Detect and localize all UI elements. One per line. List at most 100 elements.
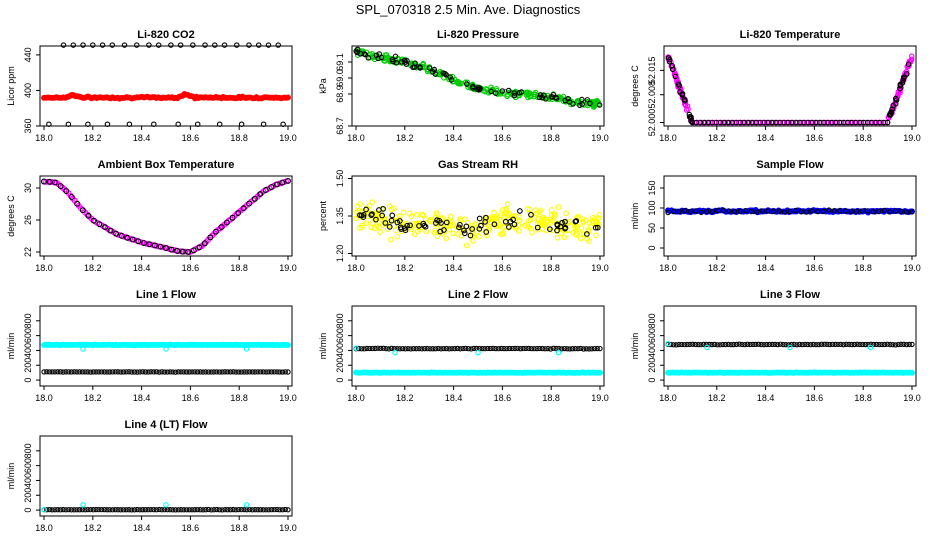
point-black xyxy=(79,207,86,214)
panel-pressure: Li-820 Pressure kPa 18.0 18.2 18.4 18.6 18.8 19… xyxy=(318,29,609,143)
point-yellow xyxy=(417,226,423,233)
x-tick-label: 19.0 xyxy=(903,263,921,273)
point-black xyxy=(175,369,181,375)
point-black xyxy=(842,208,849,214)
point-green xyxy=(483,86,489,92)
point-black xyxy=(516,90,523,96)
point-black xyxy=(203,507,209,513)
point-black xyxy=(246,42,252,48)
point-black xyxy=(402,346,408,352)
point-black xyxy=(74,369,80,375)
data-area xyxy=(665,207,915,216)
point-black xyxy=(236,506,242,513)
point-black xyxy=(109,507,116,513)
point-black xyxy=(196,244,203,251)
point-black xyxy=(703,341,710,348)
point-black xyxy=(670,208,677,215)
plot-frame xyxy=(39,45,293,127)
point-yellow xyxy=(547,216,553,223)
figure-title: SPL_070318 2.5 Min. Ave. Diagnostics xyxy=(355,2,581,17)
point-black xyxy=(214,369,220,375)
point-yellow xyxy=(363,220,370,226)
panel-temp: Li-820 Temperature degrees C 18.0 18.2 18.4 1… xyxy=(630,29,921,143)
point-black xyxy=(536,94,543,101)
point-black xyxy=(698,209,704,216)
point-black xyxy=(397,346,403,352)
point-black xyxy=(775,341,781,348)
point-yellow xyxy=(541,216,548,222)
point-black xyxy=(464,81,470,87)
point-black xyxy=(583,346,589,352)
point-black xyxy=(821,341,827,347)
point-black xyxy=(667,57,673,63)
point-yellow xyxy=(491,209,497,216)
point-black xyxy=(181,369,187,375)
point-black xyxy=(764,341,770,348)
x-tick-label: 18.4 xyxy=(133,393,151,403)
data-area xyxy=(41,502,291,513)
point-black xyxy=(192,507,198,513)
point-black xyxy=(731,208,738,215)
point-black xyxy=(859,208,865,214)
point-black xyxy=(873,341,880,348)
point-yellow xyxy=(535,215,541,222)
point-yellow xyxy=(387,236,394,243)
point-black xyxy=(502,218,509,225)
point-black xyxy=(225,507,231,513)
point-black xyxy=(722,341,729,348)
point-black xyxy=(172,369,179,375)
point-yellow xyxy=(590,214,596,221)
point-black xyxy=(881,207,887,214)
panel-title: Line 3 Flow xyxy=(760,289,820,301)
point-black xyxy=(63,188,70,194)
point-black xyxy=(202,42,208,48)
x-tick-label: 19.0 xyxy=(591,133,609,143)
point-yellow xyxy=(595,215,602,222)
point-black xyxy=(537,345,543,352)
point-black xyxy=(268,369,275,375)
point-black xyxy=(580,346,587,352)
point-black xyxy=(186,369,192,375)
point-black xyxy=(140,240,147,246)
point-yellow xyxy=(572,224,578,231)
point-black xyxy=(113,230,120,237)
point-black xyxy=(275,42,281,48)
point-black xyxy=(46,369,53,375)
y-tick-label: 30 xyxy=(23,183,33,193)
x-tick-label: 18.4 xyxy=(757,133,775,143)
point-black xyxy=(268,506,275,513)
point-black xyxy=(709,341,715,348)
point-black xyxy=(379,212,385,219)
point-black xyxy=(548,93,555,100)
point-yellow xyxy=(533,210,540,217)
point-black xyxy=(148,369,154,375)
point-black xyxy=(909,209,915,215)
point-black xyxy=(478,222,484,229)
point-cyan xyxy=(787,344,793,351)
x-tick-label: 18.6 xyxy=(182,523,200,533)
point-black xyxy=(731,341,737,348)
point-black xyxy=(810,341,816,348)
point-black xyxy=(408,346,414,352)
point-black xyxy=(126,507,132,513)
point-black xyxy=(135,238,142,245)
point-black xyxy=(233,369,239,375)
point-black xyxy=(369,211,375,217)
point-black xyxy=(879,341,885,348)
point-black xyxy=(211,369,217,375)
point-black xyxy=(230,369,236,375)
point-black xyxy=(483,229,490,235)
y-tick-label: 0 xyxy=(23,508,33,513)
point-black xyxy=(898,208,904,215)
x-tick-label: 18.6 xyxy=(494,393,512,403)
point-yellow xyxy=(431,230,438,236)
point-yellow xyxy=(502,209,509,216)
point-cyan xyxy=(867,344,874,351)
point-black xyxy=(539,345,546,352)
point-magenta xyxy=(908,53,915,59)
point-black xyxy=(376,51,383,57)
point-black xyxy=(129,507,135,513)
y-tick-label: 400 xyxy=(23,473,33,488)
x-tick-label: 19.0 xyxy=(279,133,297,143)
point-black xyxy=(766,341,773,348)
